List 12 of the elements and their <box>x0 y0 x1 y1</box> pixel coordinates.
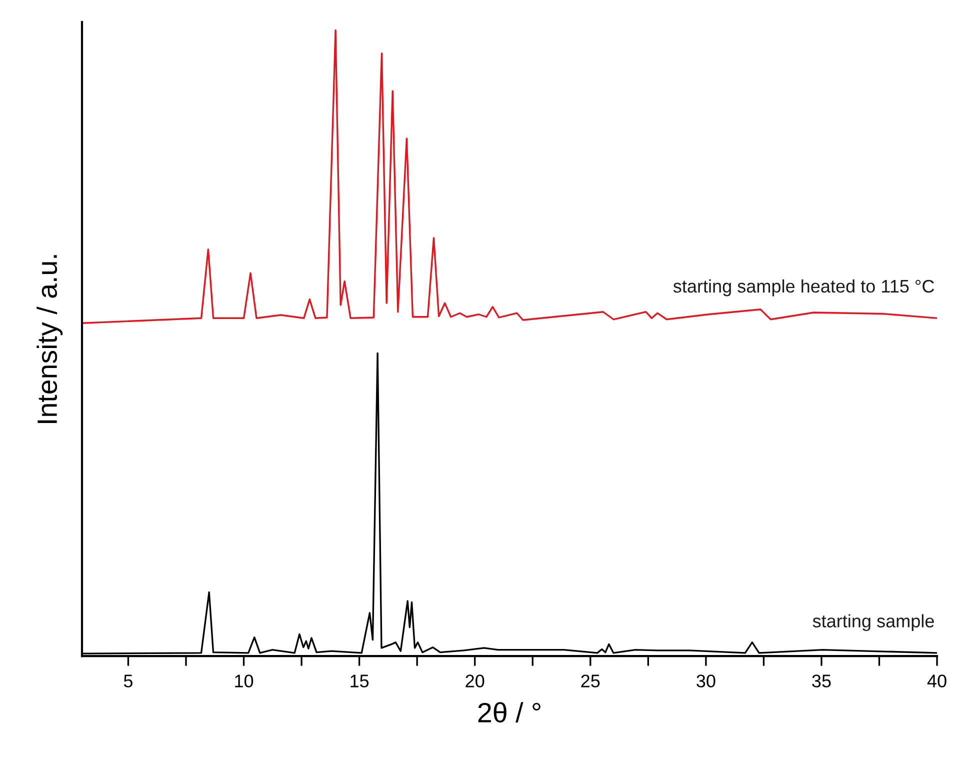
x-tick-label: 30 <box>696 674 716 688</box>
series-label: starting sample <box>812 614 934 632</box>
y-axis-title: Intensity / a.u. <box>36 255 63 423</box>
x-tick-label: 35 <box>812 674 831 688</box>
x-axis-title: 2θ / ° <box>478 702 540 722</box>
x-tick-label: 40 <box>927 674 946 688</box>
series-label: starting sample heated to 115 °C <box>673 279 934 296</box>
x-tick-label: 15 <box>350 674 369 688</box>
x-tick-label: 5 <box>124 674 132 688</box>
x-tick-label: 10 <box>235 674 254 688</box>
x-tick-label: 20 <box>466 674 484 688</box>
x-tick-label: 25 <box>581 674 600 688</box>
